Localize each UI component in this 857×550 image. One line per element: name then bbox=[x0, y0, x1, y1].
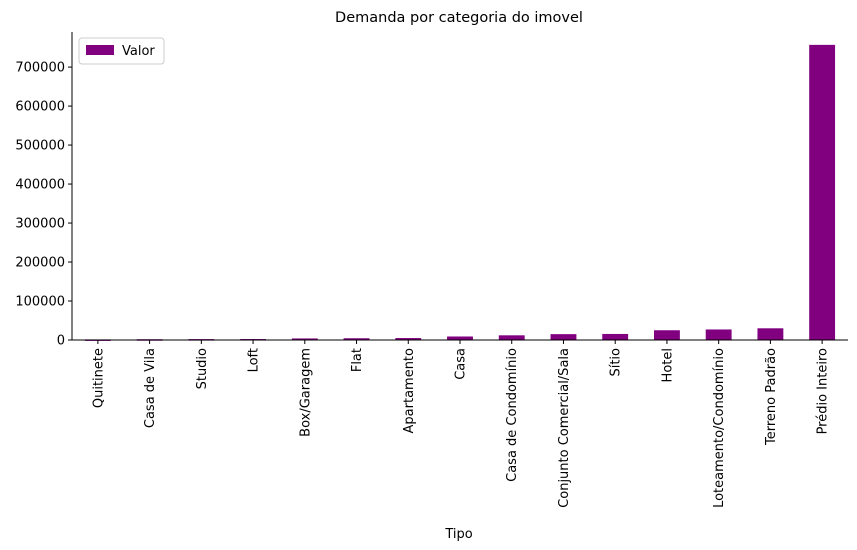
x-tick-label: Loteamento/Condomínio bbox=[712, 348, 727, 508]
y-tick-label: 400000 bbox=[15, 178, 65, 193]
bar-conjunto-comercial-sala bbox=[550, 334, 577, 340]
x-tick-label: Quitinete bbox=[91, 348, 106, 408]
x-tick-label: Box/Garagem bbox=[298, 348, 313, 437]
x-axis-ticks: Quitinete Casa de Vila Studio Loft Box/Garag… bbox=[91, 340, 831, 508]
x-tick-label: Hotel bbox=[660, 348, 675, 382]
y-tick-label: 100000 bbox=[15, 295, 65, 310]
y-tick-label: 600000 bbox=[15, 100, 65, 115]
x-tick-label: Casa bbox=[454, 348, 469, 380]
x-axis-title: Tipo bbox=[444, 527, 472, 542]
bar-apartamento bbox=[395, 338, 422, 340]
bar-casa-de-condom-nio bbox=[498, 335, 525, 340]
bar-casa bbox=[447, 336, 473, 340]
bars bbox=[84, 44, 836, 341]
y-axis-ticks: 0 100000 200000 300000 400000 500000 600000 700… bbox=[15, 61, 72, 349]
y-tick-label: 700000 bbox=[15, 61, 65, 76]
y-tick-label: 300000 bbox=[15, 217, 65, 232]
bar-box-garagem bbox=[291, 338, 318, 340]
x-tick-label: Terreno Padrão bbox=[764, 348, 779, 446]
chart-title: Demanda por categoria do imovel bbox=[335, 10, 583, 26]
x-tick-label: Conjunto Comercial/Sala bbox=[557, 348, 572, 508]
legend-label: Valor bbox=[122, 44, 155, 59]
legend-frame bbox=[78, 37, 165, 65]
x-tick-label: Casa de Vila bbox=[143, 348, 158, 428]
x-tick-label: Sítio bbox=[609, 348, 624, 377]
legend-swatch bbox=[86, 45, 114, 55]
y-tick-label: 500000 bbox=[15, 139, 65, 154]
bar-flat bbox=[343, 338, 370, 340]
x-tick-label: Flat bbox=[350, 348, 365, 372]
bar-s-tio bbox=[602, 333, 629, 340]
x-tick-label: Prédio Inteiro bbox=[816, 348, 831, 434]
x-tick-label: Studio bbox=[195, 348, 210, 389]
y-tick-label: 0 bbox=[57, 334, 65, 349]
x-tick-label: Casa de Condomínio bbox=[505, 348, 520, 482]
legend: Valor bbox=[78, 37, 165, 65]
x-tick-label: Loft bbox=[247, 348, 262, 372]
bar-terreno-padr-o bbox=[757, 328, 784, 340]
bar-pr-dio-inteiro bbox=[809, 44, 836, 341]
bar-hotel bbox=[654, 330, 680, 340]
y-tick-label: 200000 bbox=[15, 256, 65, 271]
bar-loteamento-condom-nio bbox=[705, 329, 732, 340]
x-tick-label: Apartamento bbox=[402, 348, 417, 434]
